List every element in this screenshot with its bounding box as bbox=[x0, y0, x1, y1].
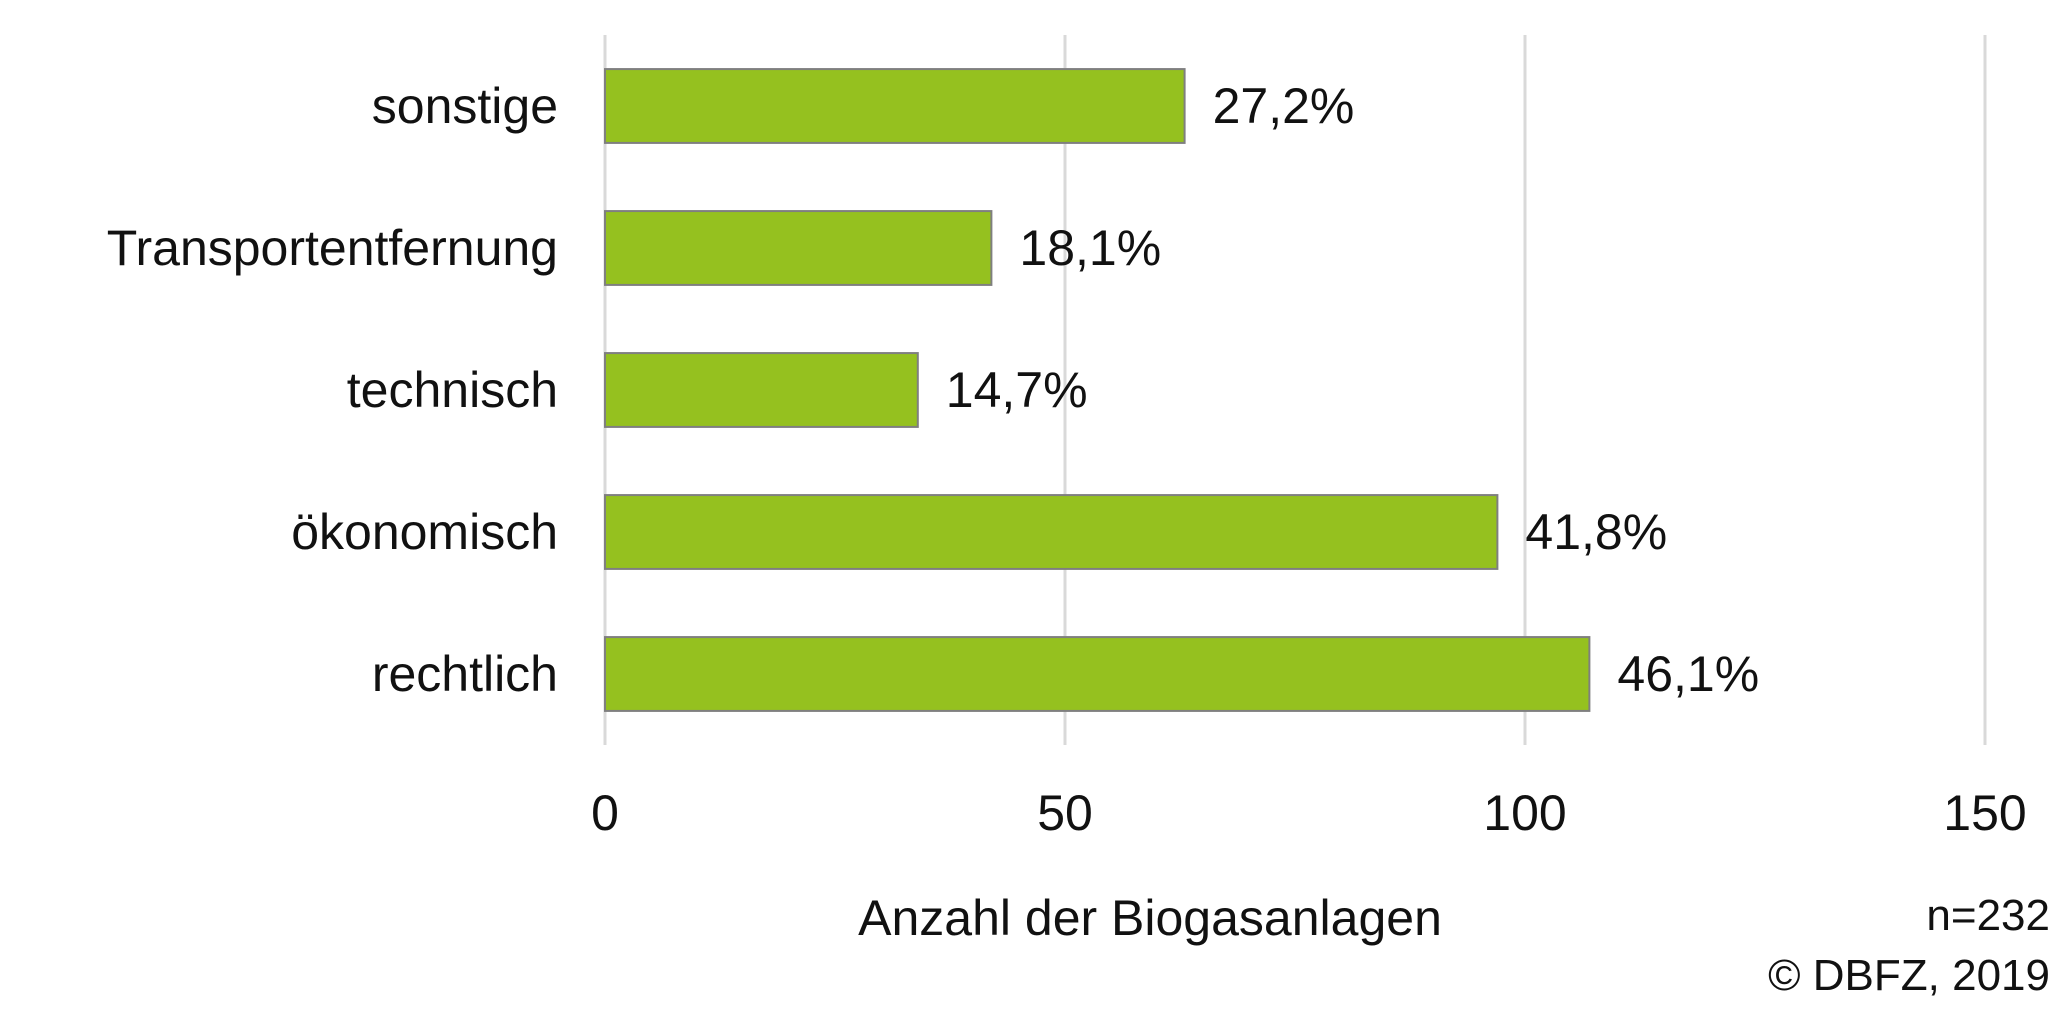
x-tick-label-50: 50 bbox=[1037, 785, 1093, 841]
x-tick-label-150: 150 bbox=[1943, 785, 2026, 841]
data-label-0: 27,2% bbox=[1213, 78, 1355, 134]
sample-size-note: n=232 bbox=[1926, 891, 2050, 940]
data-label-1: 18,1% bbox=[1019, 220, 1161, 276]
category-label-1: Transportentfernung bbox=[107, 220, 558, 276]
bar-layer bbox=[604, 68, 1591, 712]
copyright-note: © DBFZ, 2019 bbox=[1768, 951, 2050, 1000]
category-label-0: sonstige bbox=[372, 78, 558, 134]
data-label-4: 46,1% bbox=[1617, 646, 1759, 702]
bar-1 bbox=[604, 210, 993, 286]
label-layer: 0 50 100 150 sonstige 27,2% Transportentfernun… bbox=[107, 78, 2027, 841]
bar-0 bbox=[604, 68, 1186, 144]
category-label-4: rechtlich bbox=[372, 646, 558, 702]
category-label-2: technisch bbox=[347, 362, 558, 418]
bar-4 bbox=[604, 636, 1591, 712]
category-label-3: ökonomisch bbox=[291, 504, 558, 560]
bar-2 bbox=[604, 352, 919, 428]
x-axis-title: Anzahl der Biogasanlagen bbox=[858, 890, 1442, 946]
data-label-3: 41,8% bbox=[1525, 504, 1667, 560]
bar-3 bbox=[604, 494, 1499, 570]
x-tick-label-0: 0 bbox=[591, 785, 619, 841]
x-tick-label-100: 100 bbox=[1483, 785, 1566, 841]
data-label-2: 14,7% bbox=[946, 362, 1088, 418]
